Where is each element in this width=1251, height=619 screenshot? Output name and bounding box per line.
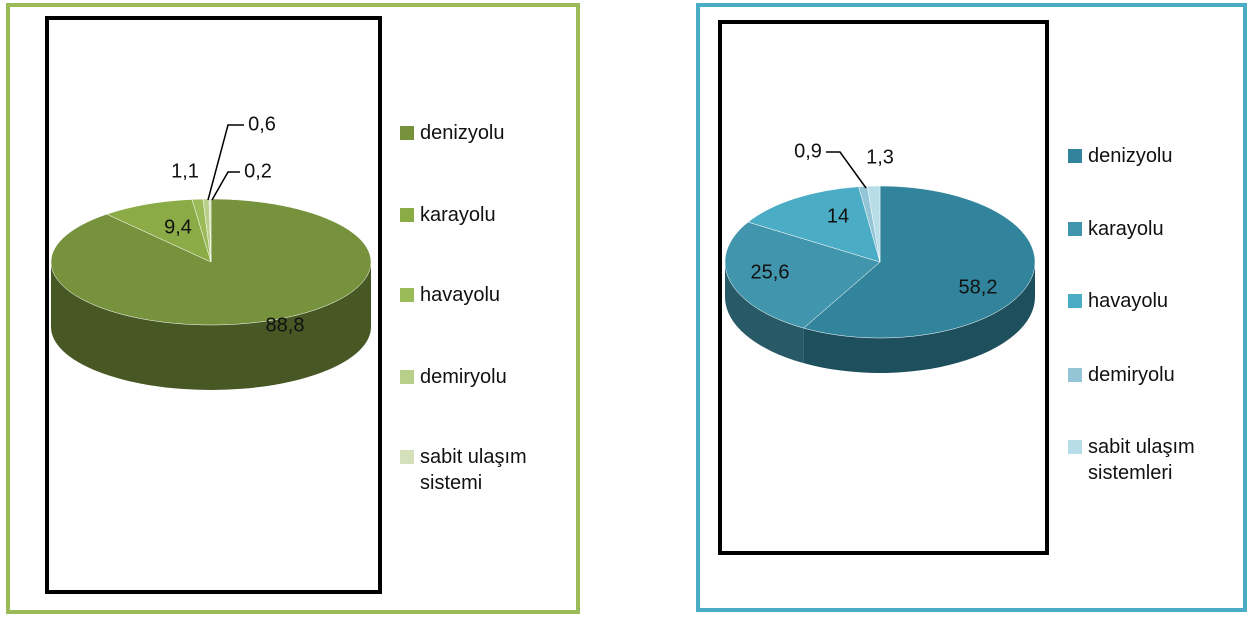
legend-label: havayolu — [420, 284, 501, 306]
legend-swatch — [1068, 368, 1082, 382]
legend-item: demiryolu — [1068, 362, 1238, 388]
slice — [724, 221, 881, 329]
legend-swatch — [400, 450, 414, 464]
legend-swatch — [1068, 440, 1082, 454]
legend-label: denizyolu — [420, 122, 505, 144]
slice-side — [725, 262, 804, 364]
data-label: 14 — [827, 205, 849, 227]
plot-frame — [45, 16, 382, 594]
legend-label: demiryolu — [420, 366, 507, 388]
slice — [747, 186, 881, 263]
legend-swatch — [1068, 149, 1082, 163]
legend-label: denizyolu — [1088, 145, 1173, 167]
frame — [6, 3, 580, 614]
pie — [50, 198, 372, 390]
legend-label: karayolu — [420, 204, 496, 226]
data-label: 88,8 — [266, 314, 305, 336]
slice-side — [803, 262, 1035, 373]
legend-label: demiryolu — [1088, 364, 1175, 386]
data-label: 1,3 — [866, 146, 894, 168]
legend-item: havayolu — [1068, 288, 1238, 314]
leader-line — [211, 171, 240, 201]
plot-frame — [718, 20, 1049, 555]
legend-swatch — [1068, 222, 1082, 236]
legend-swatch — [400, 126, 414, 140]
legend-label: havayolu — [1088, 290, 1169, 312]
data-label: 58,2 — [959, 276, 998, 298]
slice — [106, 199, 212, 263]
legend-swatch — [400, 208, 414, 222]
slice-side — [51, 262, 371, 390]
legend-swatch — [400, 288, 414, 302]
leader-line — [826, 151, 867, 189]
legend-item: demiryolu — [400, 364, 570, 390]
slice — [867, 185, 881, 263]
legend-item: sabit ulaşım sistemi — [400, 444, 570, 496]
pie — [724, 185, 1036, 373]
legend-label: sabit ulaşım sistemleri — [1088, 436, 1195, 484]
legend-item: denizyolu — [1068, 143, 1238, 169]
legend-swatch — [400, 370, 414, 384]
data-label: 0,6 — [248, 113, 276, 135]
legend-label: karayolu — [1088, 218, 1164, 240]
legend-item: karayolu — [1068, 216, 1238, 242]
data-label: 1,1 — [171, 160, 199, 182]
legend-item: havayolu — [400, 282, 570, 308]
frame — [696, 3, 1247, 612]
legend-label: sabit ulaşım sistemi — [420, 446, 527, 494]
legend-swatch — [1068, 294, 1082, 308]
leader-line — [207, 124, 244, 201]
data-label: 25,6 — [751, 261, 790, 283]
data-label: 0,2 — [244, 160, 272, 182]
legend-item: sabit ulaşım sistemleri — [1068, 434, 1238, 486]
legend-item: karayolu — [400, 202, 570, 228]
data-label: 9,4 — [164, 216, 192, 238]
slice — [803, 185, 1036, 339]
legend-item: denizyolu — [400, 120, 570, 146]
data-label: 0,9 — [794, 140, 822, 162]
